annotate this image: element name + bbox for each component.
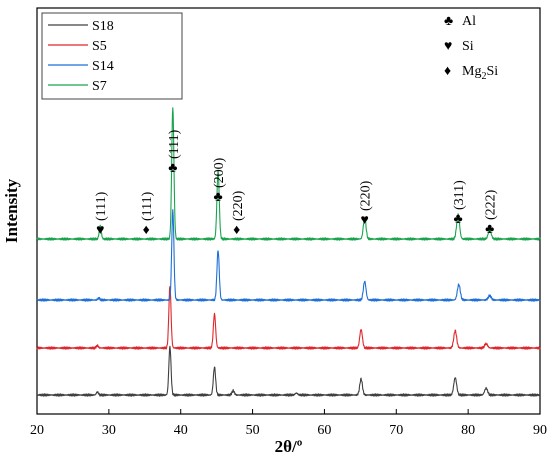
series-line-s7 <box>36 107 541 241</box>
miller-index-label: (111) <box>94 191 109 221</box>
legend-label: S14 <box>92 59 114 74</box>
miller-index-label: (311) <box>452 180 467 210</box>
miller-index-label: (111) <box>167 129 182 159</box>
phase-legend-symbol: ♦ <box>444 64 451 79</box>
x-tick-label: 30 <box>102 423 116 438</box>
phase-marker-symbol: ♣ <box>485 222 494 237</box>
phase-legend-item: ♦ Mg2Si <box>444 64 498 82</box>
phase-legend-label: Mg2Si <box>462 64 498 82</box>
miller-index-label: (220) <box>231 190 246 221</box>
miller-index-label: (222) <box>484 189 499 220</box>
legend-label: S7 <box>92 79 107 94</box>
phase-marker-symbol: ♣ <box>453 212 462 227</box>
plot-border <box>36 7 541 415</box>
phase-legend-item: ♥ Si <box>444 39 474 54</box>
phase-marker-symbol: ♣ <box>213 190 222 205</box>
x-tick-label: 60 <box>317 423 331 438</box>
series-line-s14 <box>36 209 541 302</box>
plot-frame <box>36 7 541 415</box>
series-group <box>36 107 541 397</box>
miller-index-label: (111) <box>140 191 155 221</box>
peak-annotation: ♥ (111) <box>94 191 109 238</box>
legend-item: S5 <box>48 39 107 54</box>
phase-marker-symbol: ♣ <box>168 161 177 176</box>
legend-item: S18 <box>48 19 114 34</box>
phase-legend-symbol: ♥ <box>444 39 452 54</box>
peak-annotation: ♣ (111) <box>167 129 182 176</box>
x-tick-label: 80 <box>461 423 475 438</box>
peak-annotation: ♣ (222) <box>484 189 499 237</box>
phase-marker-symbol: ♦ <box>233 223 240 238</box>
legend-item: S7 <box>48 79 107 94</box>
peak-annotation: ♥ (220) <box>359 180 374 228</box>
phase-marker-symbol: ♦ <box>143 223 150 238</box>
phase-legend-item: ♣ Al <box>444 14 476 29</box>
miller-index-label: (220) <box>359 180 374 211</box>
peak-annotation: ♦ (111) <box>140 191 155 238</box>
phase-legend-label: Al <box>462 14 476 29</box>
series-line-s18 <box>36 345 541 397</box>
phase-legend-symbol: ♣ <box>444 14 453 29</box>
x-tick-label: 40 <box>174 423 188 438</box>
legend-label: S18 <box>92 19 114 34</box>
phase-legend-label: Si <box>462 39 474 54</box>
peak-annotation: ♣ (311) <box>452 180 467 227</box>
phase-marker-symbol: ♥ <box>361 213 369 228</box>
peak-annotation: ♦ (220) <box>231 190 246 238</box>
x-tick-label: 70 <box>389 423 403 438</box>
peak-annotation: ♣ (200) <box>212 157 227 205</box>
x-tick-label: 20 <box>30 423 44 438</box>
miller-index-label: (200) <box>212 157 227 188</box>
y-axis-title: Intensity <box>2 178 21 243</box>
legend-label: S5 <box>92 39 107 54</box>
x-axis: 20 30 40 50 60 70 80 90 <box>30 409 547 438</box>
peak-annotations: ♥ (111) ♦ (111) ♣ (111) ♣ (200) ♦ (220) ♥ (220) ♣ (31… <box>94 129 498 238</box>
x-tick-label: 90 <box>533 423 547 438</box>
legend-item: S14 <box>48 59 114 74</box>
phase-marker-symbol: ♥ <box>96 223 104 238</box>
legend: S18 S5 S14 S7 <box>41 12 183 100</box>
x-axis-title: 2θ/º <box>275 437 303 456</box>
x-tick-label: 50 <box>246 423 260 438</box>
series-line-s5 <box>36 286 541 350</box>
phase-legend: ♣ Al ♥ Si ♦ Mg2Si <box>444 14 498 82</box>
